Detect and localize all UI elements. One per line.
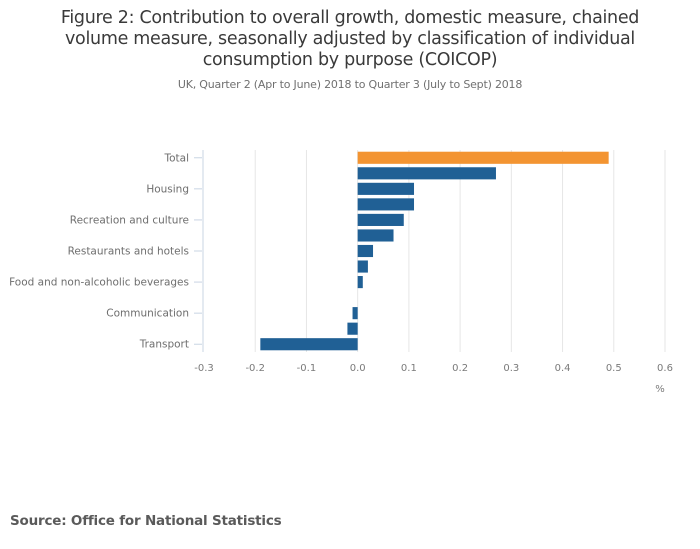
x-tick-label: 0.1 xyxy=(401,363,417,374)
chart-title: Figure 2: Contribution to overall growth… xyxy=(0,8,700,71)
chart-title-line: volume measure, seasonally adjusted by c… xyxy=(65,29,635,49)
x-tick-label: 0.2 xyxy=(452,363,468,374)
x-tick-label: 0.5 xyxy=(606,363,622,374)
bars xyxy=(260,151,609,351)
bar xyxy=(260,338,358,351)
bar xyxy=(357,244,374,258)
chart-title-line: consumption by purpose (COICOP) xyxy=(202,50,498,70)
y-tick-label: Communication xyxy=(106,308,189,320)
x-tick-label: -0.3 xyxy=(194,363,214,374)
gridlines xyxy=(254,150,666,352)
y-tick-label: Housing xyxy=(146,183,189,195)
x-tick-label: 0.4 xyxy=(555,363,571,374)
bar xyxy=(357,198,415,211)
x-tick-label: -0.1 xyxy=(297,363,317,374)
x-axis-label: % xyxy=(655,384,665,395)
y-tick-label: Recreation and culture xyxy=(70,214,189,226)
source-note: Source: Office for National Statistics xyxy=(10,513,282,529)
bar xyxy=(357,276,363,289)
bar xyxy=(357,167,496,180)
y-tick-label: Food and non-alcoholic beverages xyxy=(9,277,189,289)
bar xyxy=(357,229,394,242)
bar xyxy=(357,151,609,164)
x-axis: -0.3 -0.2 -0.1 0.0 0.1 0.2 0.3 0.4 0.5 0.6 xyxy=(194,363,673,374)
bar xyxy=(352,307,358,320)
x-tick-label: 0.3 xyxy=(503,363,519,374)
y-axis: Total Housing Recreation and culture Restau… xyxy=(9,150,204,352)
x-tick-label: -0.2 xyxy=(245,363,265,374)
bar xyxy=(357,260,368,273)
chart-subtitle: UK, Quarter 2 (Apr to June) 2018 to Quar… xyxy=(177,78,523,91)
bar xyxy=(357,213,404,226)
y-tick-label: Restaurants and hotels xyxy=(68,246,189,258)
bar xyxy=(347,322,358,335)
bar xyxy=(357,182,415,195)
y-tick-label: Total xyxy=(163,152,189,164)
y-tick-label: Transport xyxy=(139,339,189,351)
x-tick-label: 0.0 xyxy=(350,363,366,374)
chart-title-line: Figure 2: Contribution to overall growth… xyxy=(60,8,640,28)
x-tick-label: 0.6 xyxy=(657,363,673,374)
